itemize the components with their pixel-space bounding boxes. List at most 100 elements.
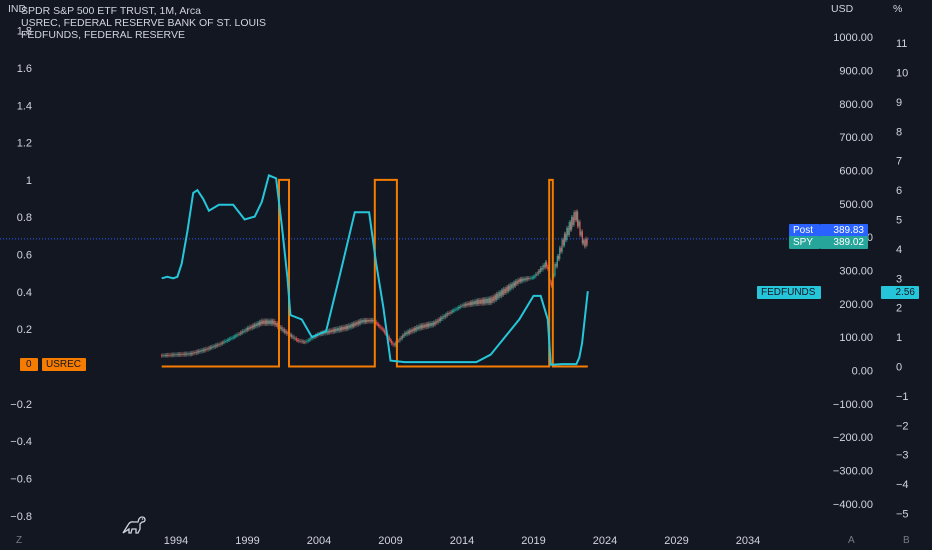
chart-legend: SPDR S&P 500 ETF TRUST, 1M, Arca USREC, … (21, 5, 266, 41)
spy-candle (531, 277, 533, 279)
timezone-button[interactable]: Z (16, 535, 23, 546)
spy-candle (229, 338, 231, 340)
spy-candle (192, 352, 194, 354)
spy-candle (193, 352, 195, 354)
spy-candle (380, 326, 382, 329)
spy-candle (184, 353, 187, 355)
usd-tick-label: 800.00 (839, 99, 873, 111)
spy-candle (362, 319, 364, 323)
spy-candle (463, 304, 465, 306)
spy-candle (422, 325, 424, 328)
spy-candle (271, 320, 274, 324)
spy-candle (242, 330, 244, 333)
spy-candle (516, 281, 518, 284)
spy-candle (180, 353, 182, 355)
dinosaur-icon[interactable] (120, 512, 148, 536)
spy-candle (576, 211, 579, 227)
usd-tick-label: 600.00 (839, 166, 873, 178)
spy-candle (348, 325, 350, 329)
pct-tick-label: −4 (896, 479, 909, 491)
spy-candle (488, 298, 491, 304)
spy-candle (230, 338, 232, 340)
log-scale-button[interactable]: B (903, 535, 910, 546)
legend-fedfunds[interactable]: FEDFUNDS, FEDERAL RESERVE (21, 29, 185, 41)
spy-candle (202, 349, 205, 352)
spy-candle (526, 278, 529, 280)
pct-tick-label: −5 (896, 509, 909, 521)
spy-candle (580, 231, 582, 236)
spy-candle (178, 353, 181, 355)
spy-candle (187, 353, 189, 355)
spy-candle (444, 314, 446, 318)
spy-candle (504, 288, 506, 294)
spy-candle (367, 319, 369, 322)
spy-candle (261, 320, 263, 325)
spy-candle (300, 340, 302, 342)
spy-candle (581, 231, 583, 244)
spy-candle (532, 276, 535, 278)
x-tick-label: 1999 (235, 535, 259, 547)
usd-tick-label: −200.00 (833, 432, 873, 444)
spy-candle (375, 321, 377, 324)
spy-candle (208, 347, 210, 349)
spy-candle (405, 332, 407, 335)
spy-candle (274, 320, 276, 326)
legend-usrec[interactable]: USREC, FEDERAL RESERVE BANK OF ST. LOUIS (21, 17, 267, 29)
x-tick-label: 2014 (450, 535, 474, 547)
spy-candle (304, 342, 306, 343)
spy-candle (339, 327, 342, 331)
spy-candle (262, 320, 264, 324)
spy-candle (327, 330, 330, 333)
spy-candle (437, 319, 439, 323)
spy-candle (161, 355, 163, 357)
spy-candle (368, 319, 370, 322)
spy-candle (232, 337, 234, 338)
spy-candle (442, 316, 444, 320)
spy-candle (455, 308, 457, 310)
auto-scale-button[interactable]: A (848, 535, 855, 546)
spy-candle (429, 323, 431, 327)
spy-candle (438, 319, 440, 321)
spy-candle (357, 321, 359, 325)
spy-candle (237, 334, 239, 336)
spy-candle (530, 277, 532, 279)
ind-tick-label: 0.4 (17, 287, 32, 299)
spy-candle (574, 212, 576, 221)
post-label-tag: Post (789, 224, 820, 237)
ind-tick-label: 0.6 (17, 250, 32, 262)
spy-candle (175, 354, 177, 356)
fedfunds-name-tag: FEDFUNDS (757, 286, 821, 299)
spy-candle (213, 346, 215, 347)
spy-candle (215, 345, 218, 347)
spy-candle (457, 307, 460, 309)
spy-candle (376, 323, 378, 325)
spy-candle (547, 266, 549, 269)
spy-candle (469, 302, 471, 306)
usrec-value-tag: 0 (20, 358, 38, 371)
spy-candle (298, 340, 300, 342)
spy-candle (301, 341, 303, 343)
legend-spy[interactable]: SPDR S&P 500 ETF TRUST, 1M, Arca (21, 5, 201, 17)
spy-candle (248, 327, 250, 330)
spy-candle (398, 340, 400, 342)
spy-candle (162, 355, 164, 357)
spy-candle (196, 351, 199, 353)
spy-candle (226, 340, 228, 342)
spy-candle (407, 331, 409, 334)
spy-candle (401, 335, 404, 339)
spy-candle (270, 320, 272, 324)
spy-candle (356, 322, 358, 325)
spy-candle (254, 324, 256, 328)
usrec-line (161, 178, 588, 368)
usd-tick-label: 100.00 (839, 332, 873, 344)
spy-candle (544, 262, 547, 268)
percent-scale-label: % (893, 3, 903, 15)
spy-candle (224, 341, 226, 343)
spy-candle (500, 290, 502, 297)
spy-candle (579, 221, 581, 236)
spy-candle (181, 353, 183, 355)
spy-candle (286, 331, 288, 334)
spy-candle (410, 330, 412, 333)
spy-candle (331, 329, 333, 333)
